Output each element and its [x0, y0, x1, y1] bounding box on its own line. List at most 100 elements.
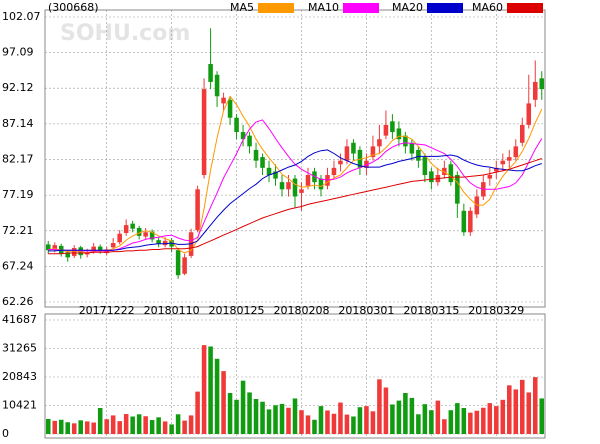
volume-bar [351, 416, 356, 434]
y-tick-label: 87.14 [2, 117, 34, 130]
legend-swatch [507, 3, 543, 13]
candle-body [338, 160, 343, 165]
candle-body [208, 64, 213, 82]
volume-bar [78, 420, 83, 434]
x-tick-label: 20180110 [144, 304, 200, 317]
volume-bar [364, 406, 369, 434]
candle-body [162, 240, 168, 246]
volume-bar [240, 380, 246, 434]
y-tick-label: 102.07 [2, 10, 41, 23]
candle-body [136, 227, 142, 236]
volume-bar [344, 414, 350, 434]
volume-bar [149, 420, 155, 434]
volume-bar [338, 402, 343, 434]
legend-swatch [258, 3, 294, 13]
candle-body [494, 167, 499, 172]
volume-bar [247, 392, 252, 434]
candle-body [279, 182, 285, 190]
candle-body [520, 124, 525, 143]
volume-bar [175, 414, 181, 434]
candle-body [377, 139, 382, 147]
candle-body [448, 164, 454, 183]
candle-body [65, 252, 70, 258]
y-tick-label: 92.12 [2, 81, 34, 94]
volume-bar [234, 399, 239, 434]
volume-frame [44, 313, 546, 439]
volume-bar [130, 416, 135, 434]
candle-body [532, 81, 538, 100]
volume-bar [318, 406, 324, 434]
candle-body [292, 178, 298, 197]
candle-body [318, 178, 324, 190]
volume-bar [305, 415, 311, 434]
stock-code: (300668) [48, 1, 99, 14]
candle-body [370, 146, 376, 158]
legend-label: MA60 [472, 1, 503, 14]
volume-bar [156, 417, 161, 434]
candle-body [71, 248, 77, 256]
candle-body [45, 244, 51, 251]
volume-bar [286, 407, 291, 434]
candle-body [240, 132, 246, 140]
volume-tick-label: 10421 [2, 399, 37, 412]
candle-body [201, 89, 207, 175]
candle-body [305, 174, 311, 186]
candle-body [500, 160, 506, 165]
volume-bar [435, 400, 441, 434]
volume-bar [110, 415, 116, 434]
candle-body [260, 157, 265, 168]
candle-body [143, 232, 148, 237]
volume-bar [188, 415, 194, 434]
volume-bar [487, 403, 493, 434]
volume-bar [260, 401, 265, 434]
volume-bar [526, 392, 532, 434]
volume-bar [312, 419, 317, 434]
volume-bar [227, 392, 233, 434]
volume-bar [117, 421, 122, 434]
candle-body [130, 223, 135, 229]
y-tick-label: 72.21 [2, 224, 34, 237]
volume-bar [84, 421, 90, 434]
candle-body [149, 231, 155, 240]
ma-line [48, 158, 542, 255]
legend-swatch [427, 3, 463, 13]
candle-body [214, 74, 220, 97]
candle-body [364, 160, 369, 168]
volume-bar [539, 398, 545, 434]
volume-bar [422, 404, 428, 434]
x-tick-label: 20180315 [403, 304, 459, 317]
candle-body [247, 135, 252, 147]
volume-bar [494, 406, 499, 434]
volume-bar [532, 377, 538, 434]
volume-bar [214, 358, 220, 434]
volume-bar [377, 379, 382, 434]
ma-line [48, 149, 542, 252]
volume-bar [52, 420, 58, 434]
volume-bar [292, 398, 298, 434]
volume-bar [409, 397, 415, 434]
candle-body [253, 149, 259, 161]
volume-bar [91, 422, 96, 434]
volume-bar [221, 371, 226, 434]
volume-bar [500, 399, 506, 434]
candle-body [234, 117, 239, 133]
volume-bar [266, 409, 272, 434]
volume-tick-label: 20843 [2, 370, 37, 383]
volume-bar [507, 385, 512, 434]
volume-bar [455, 403, 460, 434]
volume-bar [169, 424, 174, 434]
ma-line [48, 95, 543, 254]
candle-body [351, 142, 356, 154]
volume-bar [71, 423, 77, 434]
candle-body [396, 128, 402, 140]
candle-body [97, 246, 103, 251]
volume-bar [383, 387, 389, 434]
volume-bar [162, 421, 168, 434]
ma-line [48, 119, 543, 252]
candle-body [403, 135, 408, 147]
volume-bar [416, 414, 421, 434]
candle-body [182, 257, 187, 274]
x-tick-label: 20180208 [273, 304, 329, 317]
volume-bar [468, 412, 473, 434]
